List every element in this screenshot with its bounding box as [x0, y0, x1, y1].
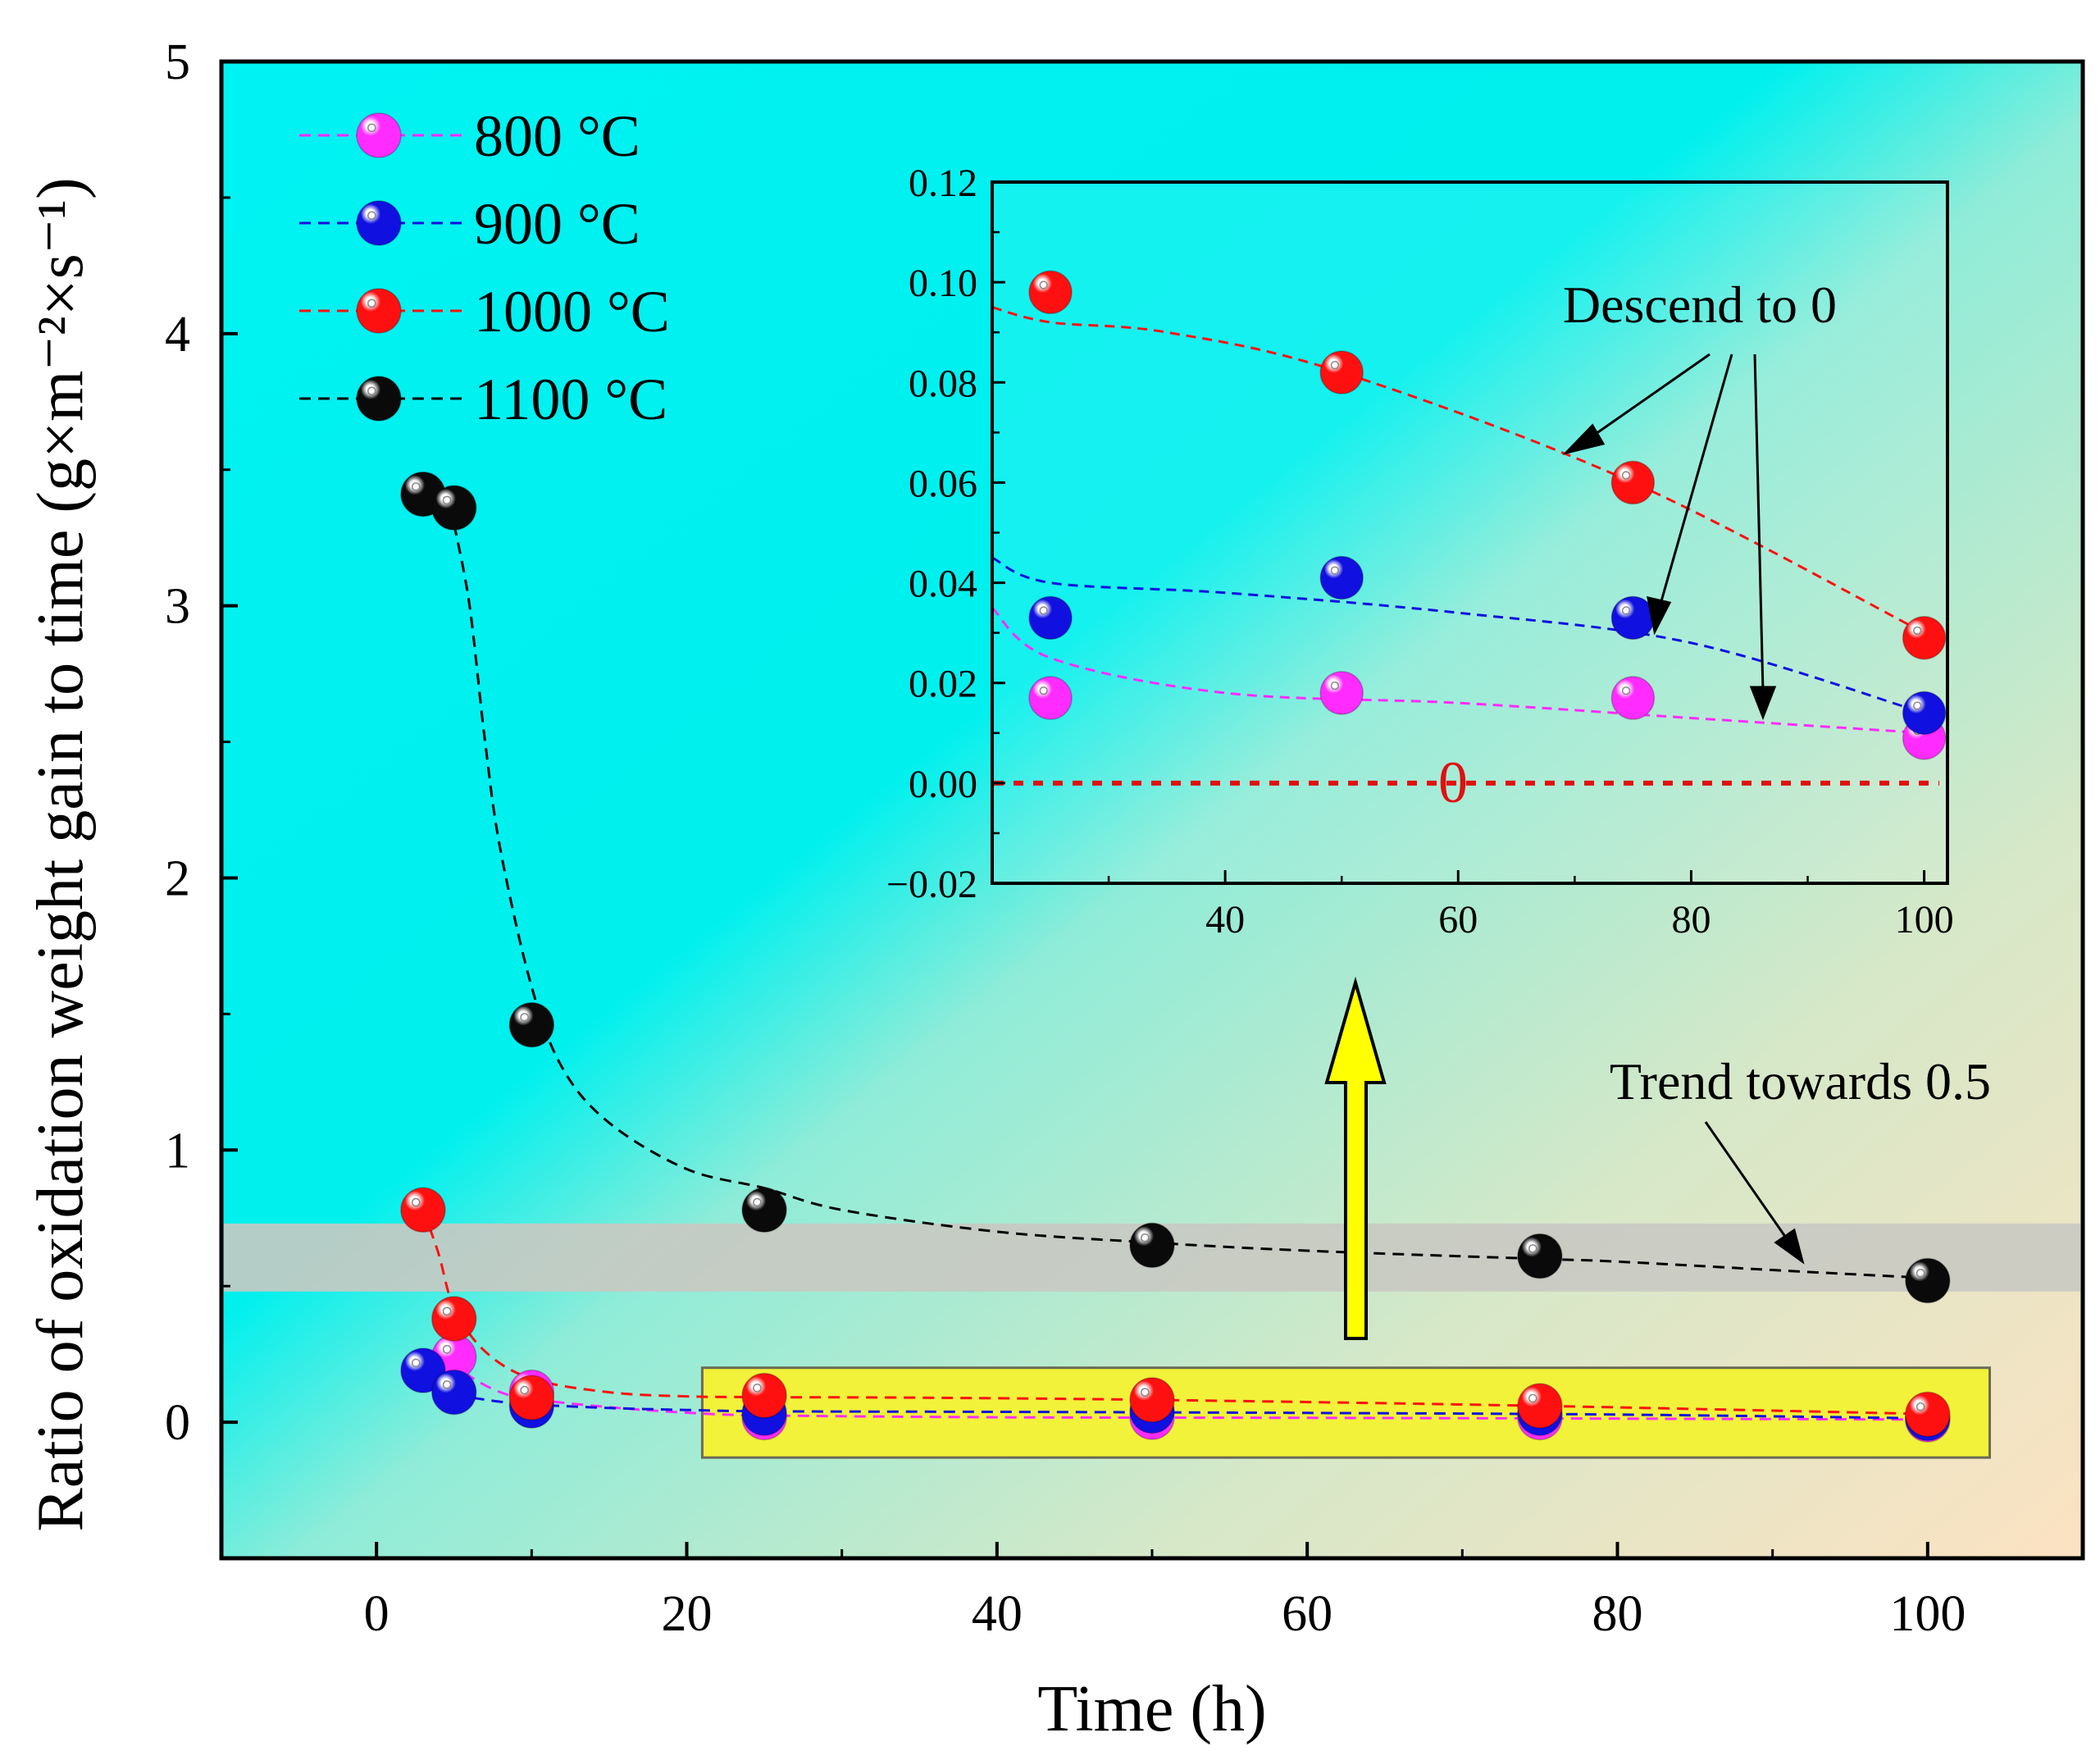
inset-y-tick-label: −0.02 — [886, 863, 977, 906]
legend-label: 900 °C — [474, 191, 640, 257]
marker-1000-100h — [1905, 1391, 1951, 1438]
x-tick-label: 100 — [1889, 1586, 1966, 1642]
main-ticks: 0 20 40 60 80 100 0 1 2 3 4 5 — [165, 34, 2084, 1642]
y-tick-label: 0 — [165, 1395, 190, 1451]
inset-marker-900-50h — [1319, 555, 1364, 600]
x-tick-label: 80 — [1592, 1586, 1643, 1642]
y-tick-label: 3 — [165, 579, 190, 635]
marker-1100-50h — [1129, 1222, 1175, 1269]
inset-fit-lines — [991, 306, 1939, 786]
marker-900-5h — [431, 1369, 477, 1416]
inset-marker-1000-25h — [1028, 270, 1073, 315]
legend-marker — [356, 112, 402, 158]
descend-arrows — [1562, 353, 1777, 721]
inset-x-tick-label: 60 — [1438, 898, 1478, 942]
legend: 800 °C 900 °C 1000 °C 1100 °C — [299, 103, 670, 432]
inset-marker-900-75h — [1610, 595, 1656, 641]
y-tick-label: 5 — [165, 34, 190, 90]
descend-label: Descend to 0 — [1563, 276, 1837, 334]
legend-label: 1000 °C — [474, 279, 670, 344]
x-axis-title: Time (h) — [1037, 1673, 1266, 1745]
main-markers — [400, 471, 1951, 1443]
inset-x-tick-label: 40 — [1205, 898, 1245, 942]
x-tick-label: 0 — [364, 1586, 389, 1642]
legend-marker — [356, 288, 402, 334]
x-tick-label: 20 — [662, 1586, 713, 1642]
inset-marker-800-50h — [1319, 671, 1364, 715]
inset-marker-1000-50h — [1319, 350, 1364, 394]
trend-arrow — [1704, 1121, 1805, 1265]
zoom-arrow — [1324, 976, 1387, 1340]
legend-item-800: 800 °C — [299, 103, 640, 169]
inset-y-tick-label: 0.02 — [909, 663, 977, 706]
inset-marker-1000-75h — [1610, 460, 1656, 505]
marker-1000-50h — [1129, 1377, 1175, 1423]
inset-x-tick-label: 100 — [1895, 898, 1954, 942]
plot-background — [221, 62, 2083, 1558]
marker-1000-3h — [400, 1187, 446, 1233]
inset-marker-800-75h — [1610, 676, 1656, 720]
inset-fit-line-800 — [991, 606, 1925, 735]
zero-label: 0 — [1438, 750, 1468, 815]
marker-900-3h — [400, 1347, 446, 1393]
legend-item-900: 900 °C — [299, 191, 640, 257]
legend-label: 800 °C — [474, 103, 640, 169]
inset-x-tick-label: 80 — [1671, 898, 1711, 942]
legend-item-1100: 1100 °C — [299, 367, 667, 432]
inset-y-tick-label: 0.06 — [909, 462, 977, 505]
inset-fit-line-1000 — [991, 306, 1925, 634]
marker-1100-75h — [1517, 1233, 1563, 1279]
x-tick-label: 60 — [1282, 1586, 1332, 1642]
marker-1000-75h — [1517, 1383, 1563, 1429]
inset-markers — [1028, 270, 1947, 760]
legend-marker — [356, 200, 402, 246]
legend-marker — [356, 376, 402, 422]
marker-1100-25h — [741, 1187, 787, 1233]
inset-y-tick-label: 0.08 — [909, 362, 977, 405]
inset-fit-line-900 — [991, 556, 1925, 714]
inset-background — [992, 182, 1947, 883]
inset-chart: 40 60 80 100 −0.02 0.00 0.02 0.04 0.06 0.08 0.10 0.… — [886, 162, 1954, 942]
inset-marker-800-25h — [1028, 676, 1073, 720]
inset-y-tick-label: 0.12 — [909, 162, 977, 205]
inset-y-tick-label: 0.10 — [909, 262, 977, 305]
y-tick-label: 1 — [165, 1123, 190, 1179]
fit-line-1100 — [453, 523, 1928, 1279]
legend-item-1000: 1000 °C — [299, 279, 670, 344]
y-axis-title: Ratio of oxidation weight gain to time (… — [25, 177, 97, 1531]
inset-y-tick-label: 0.00 — [909, 763, 977, 806]
marker-1000-25h — [741, 1372, 787, 1419]
legend-label: 1100 °C — [474, 367, 667, 432]
inset-marker-900-25h — [1028, 595, 1073, 641]
x-tick-label: 40 — [972, 1586, 1023, 1642]
inset-y-tick-label: 0.04 — [909, 563, 977, 606]
inset-ticks: 40 60 80 100 −0.02 0.00 0.02 0.04 0.06 0.08 0.10 0.… — [886, 162, 1954, 942]
y-tick-label: 2 — [165, 850, 190, 906]
marker-1100-5h — [431, 485, 477, 531]
marker-1000-5h — [431, 1296, 477, 1342]
inset-marker-900-100h — [1902, 691, 1947, 736]
marker-1000-10h — [508, 1375, 555, 1420]
inset-marker-1000-100h — [1902, 616, 1947, 660]
marker-1100-10h — [508, 1001, 555, 1048]
y-tick-label: 4 — [165, 307, 190, 362]
marker-1100-100h — [1905, 1257, 1951, 1304]
trend-label: Trend towards 0.5 — [1610, 1052, 1991, 1110]
